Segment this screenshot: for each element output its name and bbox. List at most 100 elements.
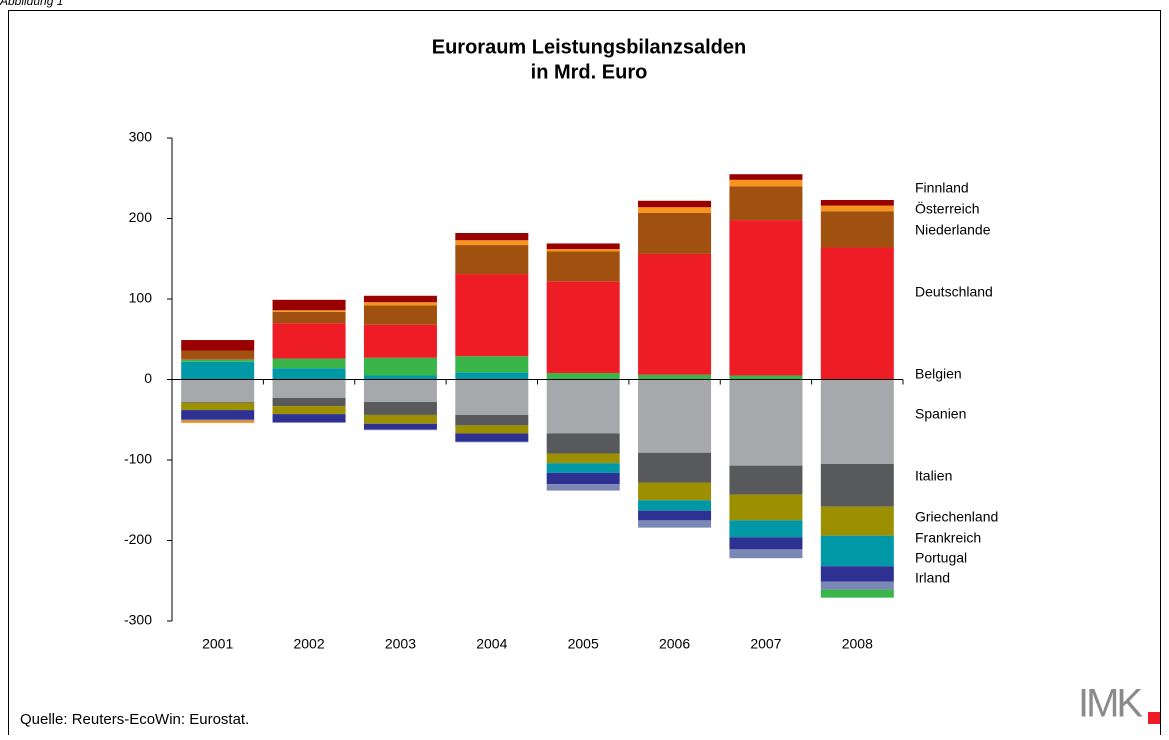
bar-segment [638,253,712,375]
bar-segment [820,535,894,567]
bar-segment [546,484,620,491]
bar-segment [638,207,712,213]
legend-label: Portugal [915,550,967,566]
bar-segment [729,549,803,559]
bar-segment [455,433,529,442]
bar-segment [729,537,803,550]
bar-segment [181,361,255,380]
bar-segment [455,232,529,241]
bar-segment [363,379,437,403]
bar-segment [820,205,894,212]
bar-segment [546,463,620,473]
bar-segment [363,375,437,380]
bar-segment [729,375,803,380]
legend-label: Italien [915,468,952,484]
bar-segment [363,357,437,376]
bar-segment [729,174,803,180]
bar-segment [638,212,712,254]
bar-segment [638,374,712,380]
chart-title: Euroraum Leistungsbilanzsalden [432,36,747,58]
bar-segment [363,429,437,431]
bar-segment [455,356,529,373]
bar-segment [455,425,529,434]
bar-segment [638,520,712,528]
bar-segment [820,247,894,380]
x-tick-label: 2007 [750,636,781,652]
bar-segment [546,453,620,464]
bar-segment [820,506,894,536]
bar-segment [546,472,620,485]
bar-segment [363,302,437,306]
bar-segment [181,402,255,403]
bar-segment [820,379,894,465]
chart-title: in Mrd. Euro [531,61,648,83]
legend-label: Niederlande [915,222,991,238]
bar-segment [455,441,529,443]
bar-segment [729,494,803,521]
bar-segment [363,402,437,415]
bar-segment [181,402,255,411]
x-tick-label: 2008 [842,636,873,652]
x-tick-label: 2005 [568,636,599,652]
x-tick-label: 2001 [202,636,233,652]
legend-label: Spanien [915,406,966,422]
bar-segment [638,379,712,453]
y-tick-label: 200 [129,209,153,225]
y-tick-label: -100 [124,451,152,467]
bar-segment [820,211,894,248]
bar-segment [820,589,894,598]
figure-label: Abbildung 1 [0,0,63,8]
y-tick-label: -200 [124,531,152,547]
bar-segment [455,414,529,426]
bar-segment [546,251,620,282]
bar-segment [272,310,346,312]
bar-segment [638,510,712,521]
bar-segment [181,340,255,351]
bar-segment [272,311,346,324]
bar-segment [272,358,346,369]
bar-segment [638,500,712,511]
bar-segment [455,372,529,380]
x-tick-label: 2006 [659,636,690,652]
bar-segment [272,368,346,380]
bar-segment [272,379,346,399]
bar-segment [638,482,712,501]
source: Quelle: Reuters-EcoWin: Eurostat. [20,711,249,728]
bar-segment [820,464,894,507]
bar-segment [272,414,346,423]
bar-segment [546,373,620,380]
bar-segment [181,359,255,362]
bar-segment [729,465,803,495]
bar-segment [638,200,712,208]
bar-segment [729,220,803,376]
bar-segment [455,240,529,246]
bar-segment [729,379,803,466]
bar-segment [181,350,255,359]
legend-label: Deutschland [915,284,993,300]
bar-segment [546,433,620,454]
x-tick-label: 2002 [293,636,324,652]
bar-segment [820,199,894,206]
bar-segment [181,379,255,403]
legend-label: Griechenland [915,509,998,525]
legend-label: Finnland [915,180,969,196]
y-tick-label: 100 [129,290,153,306]
bar-segment [272,422,346,423]
bar-segment [729,520,803,538]
legend-label: Österreich [915,200,980,217]
x-tick-label: 2004 [476,636,507,652]
legend-label: Belgien [915,366,962,382]
bar-segment [181,410,255,420]
bar-segment [363,423,437,430]
y-tick-label: 0 [144,370,152,386]
bar-segment [363,305,437,325]
bar-segment [363,414,437,424]
bar-segment [363,324,437,358]
bar-segment [820,581,894,590]
frame [8,10,1161,740]
y-tick-label: 300 [129,129,153,145]
bar-segment [363,295,437,303]
bar-segment [546,379,620,434]
bar-segment [272,406,346,415]
